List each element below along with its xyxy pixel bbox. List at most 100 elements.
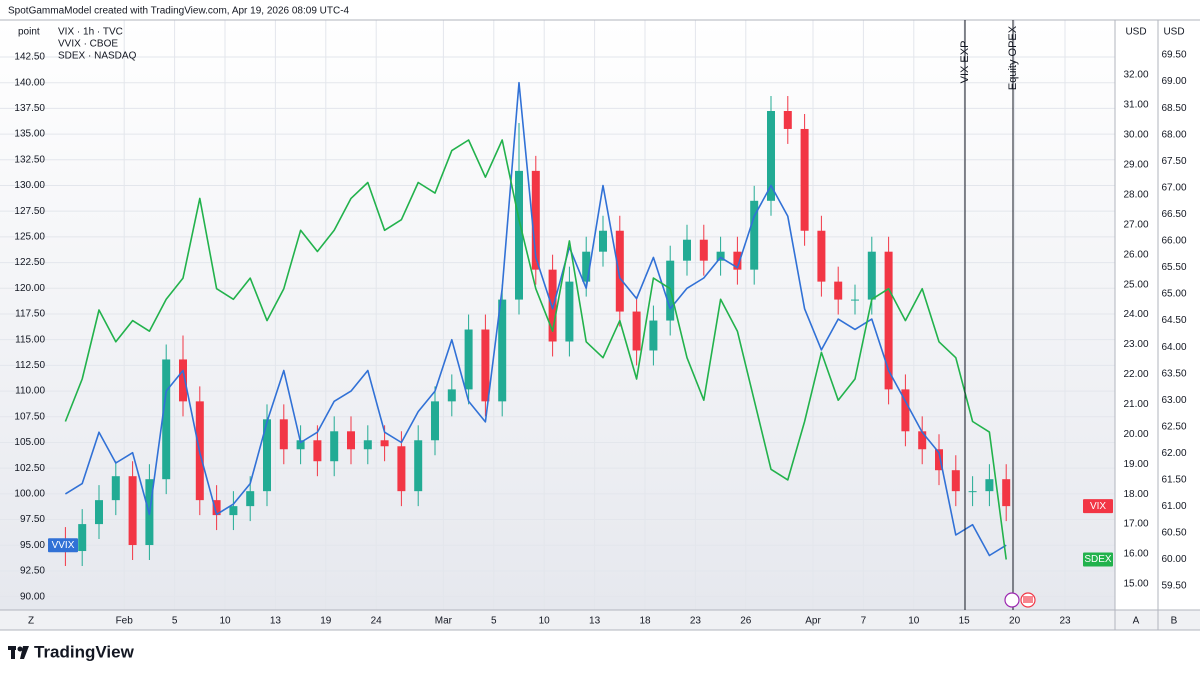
- y-tick-label: 60.00: [1161, 554, 1186, 565]
- series-tag-label: VIX: [1090, 501, 1106, 512]
- candle-body: [515, 170, 523, 300]
- x-tick-label: 23: [1059, 616, 1071, 627]
- y-tick-label: 29.00: [1123, 160, 1148, 171]
- x-tick-label: 10: [539, 616, 551, 627]
- candle-body: [212, 500, 221, 516]
- logo-part: [17, 646, 23, 652]
- candle-body: [867, 251, 876, 300]
- x-axis-background: [0, 610, 1200, 630]
- x-tick-label: 10: [908, 616, 920, 627]
- ui-button[interactable]: Z: [28, 616, 34, 627]
- candle-body: [179, 359, 187, 402]
- candle-body: [649, 320, 658, 351]
- candle-body: [111, 476, 120, 501]
- y-tick-label: 63.50: [1161, 368, 1186, 379]
- y-tick-label: 130.00: [14, 180, 45, 191]
- flag-icon: [1023, 596, 1033, 603]
- candle-body: [582, 251, 591, 282]
- y-tick-label: 140.00: [14, 77, 45, 88]
- legend-entry: VVIX · CBOE: [58, 39, 118, 50]
- logo-part: [11, 646, 15, 659]
- y-tick-label: 66.50: [1161, 209, 1186, 220]
- y-tick-label: 125.00: [14, 232, 45, 243]
- candle-body: [347, 431, 355, 450]
- y-tick-label: 107.50: [14, 411, 45, 422]
- candle-body: [834, 281, 843, 300]
- candle-body: [632, 311, 641, 351]
- y-tick-label: 32.00: [1123, 70, 1148, 81]
- y-tick-label: 19.00: [1123, 459, 1148, 470]
- x-tick-label: 5: [491, 616, 497, 627]
- y-tick-label: 90.00: [20, 591, 45, 602]
- candle-body: [935, 449, 943, 471]
- mark-layer: [61, 81, 1011, 566]
- x-tick-label: 7: [861, 616, 867, 627]
- candle-body: [498, 299, 507, 402]
- x-tick-label: 24: [371, 616, 383, 627]
- series-line: [64, 139, 1007, 560]
- candle-body: [330, 431, 339, 462]
- y-tick-label: 135.00: [14, 129, 45, 140]
- y-tick-label: 61.50: [1161, 475, 1186, 486]
- y-tick-label: 65.00: [1161, 289, 1186, 300]
- candle-body: [750, 200, 759, 270]
- y-tick-label: 67.50: [1161, 156, 1186, 167]
- y-tick-label: 61.00: [1161, 501, 1186, 512]
- candle-body: [985, 479, 994, 492]
- y2-unit: USD: [1125, 27, 1146, 38]
- y-tick-label: 20.00: [1123, 429, 1148, 440]
- y-unit: point: [18, 27, 40, 38]
- candle-body: [783, 110, 792, 129]
- candle-body: [733, 251, 742, 270]
- y-tick-label: 30.00: [1123, 130, 1148, 141]
- y-tick-label: 66.00: [1161, 236, 1186, 247]
- candle-body: [884, 251, 893, 390]
- candle-body: [279, 419, 288, 450]
- y-tick-label: 68.50: [1161, 103, 1186, 114]
- candle-body: [414, 440, 423, 492]
- candle-body: [901, 389, 910, 432]
- y-tick-label: 69.00: [1161, 76, 1186, 87]
- candle-body: [162, 359, 171, 480]
- event-icon[interactable]: [1004, 592, 1020, 608]
- candle-body: [699, 239, 708, 261]
- candle-body: [447, 389, 456, 402]
- y-tick-label: 22.00: [1123, 369, 1148, 380]
- x-tick-label: Feb: [116, 616, 134, 627]
- y-tick-label: 23.00: [1123, 339, 1148, 350]
- ui-layer: SpotGammaModel created with TradingView.…: [0, 6, 1200, 661]
- x-tick-label: 5: [172, 616, 178, 627]
- candle-body: [1002, 479, 1011, 507]
- candle-body: [951, 470, 960, 492]
- candle-body: [599, 230, 607, 252]
- y-tick-label: 105.00: [14, 437, 45, 448]
- y-tick-label: 68.00: [1161, 129, 1186, 140]
- ui-button[interactable]: A: [1133, 616, 1140, 627]
- brand-logo: [8, 646, 29, 659]
- x-tick-label: Apr: [805, 616, 821, 627]
- series-tag: [48, 538, 78, 553]
- x-tick-label: 26: [740, 616, 752, 627]
- candle-body: [313, 440, 322, 462]
- y-tick-label: 132.50: [14, 154, 45, 165]
- y-tick-label: 63.00: [1161, 395, 1186, 406]
- candle-body: [263, 419, 271, 492]
- y-tick-label: 24.00: [1123, 309, 1148, 320]
- candle-body: [767, 110, 775, 201]
- annotation-label: Equity OPEX: [1007, 25, 1019, 90]
- plot-background: [0, 20, 1115, 610]
- ui-button[interactable]: B: [1171, 616, 1178, 627]
- candle-body: [968, 491, 977, 493]
- y-tick-label: 62.50: [1161, 421, 1186, 432]
- y-tick-label: 112.50: [15, 360, 45, 371]
- candle-body: [800, 128, 809, 231]
- candle-body: [615, 230, 624, 312]
- x-tick-label: 20: [1009, 616, 1021, 627]
- y-tick-label: 59.50: [1161, 581, 1186, 592]
- y-tick-label: 115.00: [15, 334, 45, 345]
- candle-body: [229, 506, 238, 516]
- y-tick-label: 21.00: [1123, 399, 1148, 410]
- y-tick-label: 15.00: [1123, 579, 1148, 590]
- x-tick-label: 23: [690, 616, 702, 627]
